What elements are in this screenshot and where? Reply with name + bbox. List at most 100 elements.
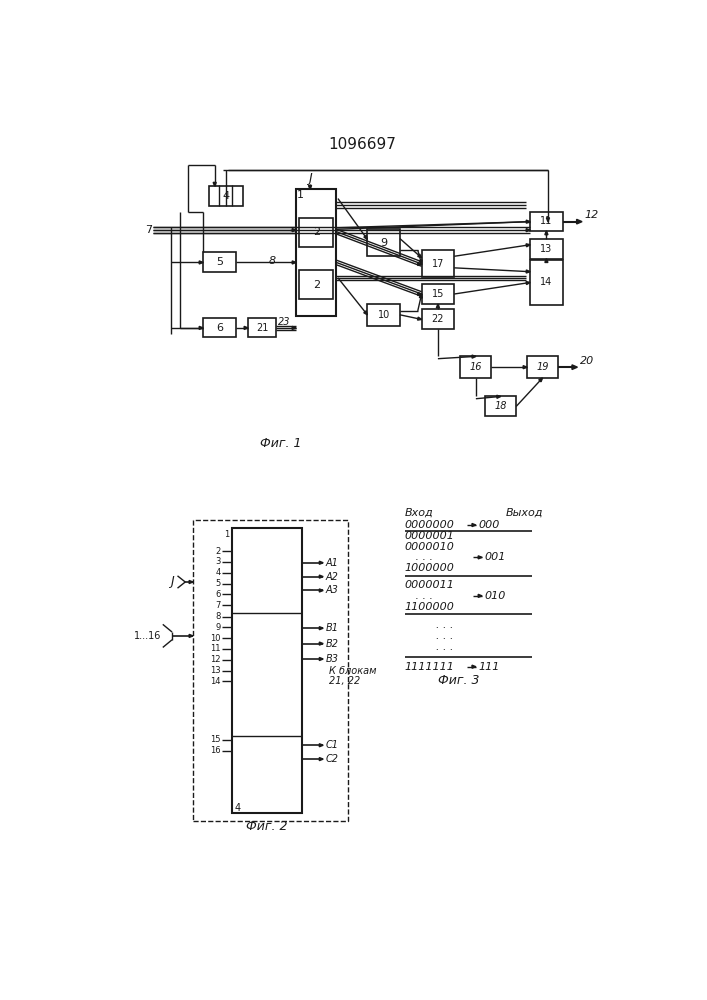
Polygon shape	[545, 231, 548, 235]
Polygon shape	[364, 235, 368, 239]
Bar	[421, 309, 454, 329]
Text: 10: 10	[378, 310, 390, 320]
Text: 11: 11	[540, 216, 553, 226]
Text: 22: 22	[432, 314, 444, 324]
Text: 4: 4	[222, 191, 229, 201]
Polygon shape	[526, 220, 530, 223]
Polygon shape	[478, 594, 482, 597]
Text: 16: 16	[210, 746, 221, 755]
Bar	[421, 284, 454, 304]
Bar	[460, 356, 491, 378]
Polygon shape	[320, 744, 323, 747]
Text: 12: 12	[585, 210, 599, 220]
Text: 0000010: 0000010	[404, 542, 455, 552]
Polygon shape	[523, 366, 527, 369]
Text: 19: 19	[537, 362, 549, 372]
Text: . . .: . . .	[404, 552, 433, 562]
Text: 10: 10	[211, 634, 221, 643]
Text: 1: 1	[297, 190, 304, 200]
Polygon shape	[244, 326, 248, 329]
Polygon shape	[320, 642, 323, 645]
Text: 17: 17	[432, 259, 444, 269]
Text: Фиг. 3: Фиг. 3	[438, 674, 479, 687]
Polygon shape	[478, 556, 482, 559]
Bar	[421, 250, 454, 277]
Polygon shape	[199, 326, 203, 329]
Text: Выход: Выход	[506, 508, 543, 518]
Text: A3: A3	[325, 585, 339, 595]
Text: 3: 3	[216, 557, 221, 566]
Text: 7: 7	[145, 225, 152, 235]
Text: 1000000: 1000000	[404, 563, 455, 573]
Polygon shape	[572, 365, 578, 369]
Text: 18: 18	[494, 401, 507, 411]
Text: C2: C2	[325, 754, 339, 764]
Polygon shape	[364, 311, 368, 315]
Text: 14: 14	[540, 277, 553, 287]
Text: 1...16: 1...16	[134, 631, 161, 641]
Text: 8: 8	[216, 612, 221, 621]
Bar	[530, 260, 563, 305]
Text: 5: 5	[216, 257, 223, 267]
Polygon shape	[577, 219, 582, 224]
Text: 6: 6	[216, 323, 223, 333]
Polygon shape	[418, 254, 421, 258]
Bar	[296, 189, 337, 316]
Text: 1: 1	[224, 530, 230, 539]
Text: 12: 12	[211, 655, 221, 664]
Text: 5: 5	[216, 579, 221, 588]
Text: 1100000: 1100000	[404, 602, 455, 612]
Text: A2: A2	[325, 572, 339, 582]
Text: 2: 2	[312, 280, 320, 290]
Bar	[530, 239, 563, 259]
Polygon shape	[419, 294, 422, 298]
Text: B2: B2	[325, 639, 339, 649]
Text: 2: 2	[312, 227, 320, 237]
Text: . . .: . . .	[436, 642, 453, 652]
Polygon shape	[547, 218, 549, 222]
Text: 9: 9	[216, 623, 221, 632]
Polygon shape	[436, 304, 440, 308]
Text: . . .: . . .	[436, 631, 453, 641]
Polygon shape	[320, 657, 323, 661]
Bar	[485, 396, 516, 416]
Text: 2: 2	[216, 547, 221, 556]
Polygon shape	[320, 589, 323, 592]
Text: 1111111: 1111111	[404, 662, 455, 672]
Text: 16: 16	[469, 362, 482, 372]
Text: 1096697: 1096697	[328, 137, 396, 152]
Text: 14: 14	[211, 677, 221, 686]
Text: 0000000: 0000000	[404, 520, 455, 530]
Text: 001: 001	[484, 552, 506, 562]
Text: 4: 4	[216, 568, 221, 577]
Text: 010: 010	[484, 591, 506, 601]
Bar	[299, 270, 333, 299]
Bar	[368, 304, 400, 326]
Polygon shape	[418, 262, 421, 266]
Text: Вход: Вход	[404, 508, 433, 518]
Bar	[209, 186, 243, 206]
Polygon shape	[320, 575, 323, 578]
Bar	[203, 252, 235, 272]
Text: C1: C1	[325, 740, 339, 750]
Polygon shape	[419, 260, 422, 264]
Bar	[232, 528, 301, 813]
Polygon shape	[292, 261, 296, 264]
Text: J: J	[308, 172, 312, 185]
Text: 13: 13	[210, 666, 221, 675]
Bar	[527, 356, 558, 378]
Text: B1: B1	[325, 623, 339, 633]
Text: . . .: . . .	[436, 620, 453, 630]
Text: 8: 8	[269, 256, 276, 266]
Text: 15: 15	[432, 289, 444, 299]
Text: К блокам: К блокам	[329, 666, 376, 676]
Bar	[368, 229, 400, 256]
Polygon shape	[472, 665, 476, 668]
Polygon shape	[526, 270, 530, 273]
Text: 4: 4	[235, 803, 241, 813]
Text: Фиг. 1: Фиг. 1	[260, 437, 301, 450]
Polygon shape	[320, 758, 323, 761]
Polygon shape	[472, 355, 476, 358]
Polygon shape	[320, 561, 323, 564]
Text: 21, 22: 21, 22	[329, 676, 360, 686]
